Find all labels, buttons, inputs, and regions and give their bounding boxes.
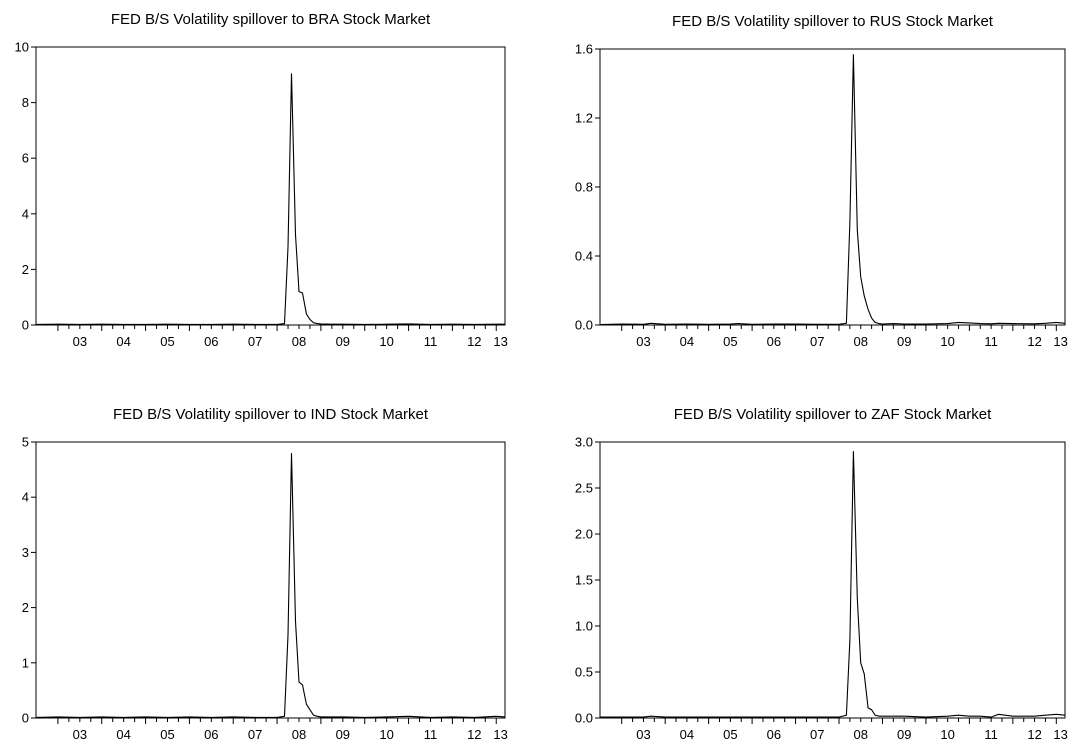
x-tick-label: 05	[160, 727, 174, 742]
x-tick-label: 07	[810, 334, 824, 349]
plot-frame	[35, 441, 506, 719]
chart-title: FED B/S Volatility spillover to BRA Stoc…	[111, 11, 431, 28]
y-tick-label: 0.8	[575, 180, 593, 195]
series-line-zaf	[600, 451, 1066, 718]
x-tick-label: 10	[379, 334, 393, 349]
x-tick-label: 13	[1053, 334, 1067, 349]
x-tick-label: 10	[940, 334, 954, 349]
x-tick-label: 05	[723, 334, 737, 349]
plot-frame	[599, 48, 1066, 326]
y-tick-label: 0	[22, 318, 29, 333]
x-tick-label: 13	[1053, 727, 1067, 742]
plot-frame	[35, 46, 506, 326]
x-tick-label: 05	[723, 727, 737, 742]
chart-title: FED B/S Volatility spillover to ZAF Stoc…	[674, 406, 992, 423]
x-tick-label: 11	[424, 727, 438, 742]
x-tick-label: 03	[73, 727, 87, 742]
y-tick-label: 0.5	[575, 665, 593, 680]
x-tick-label: 04	[116, 334, 130, 349]
x-tick-label: 06	[204, 727, 218, 742]
series-line-bra	[35, 73, 505, 325]
chart-panel-rus: FED B/S Volatility spillover to RUS Stoc…	[575, 13, 1068, 349]
y-tick-label: 1.5	[575, 573, 593, 588]
x-tick-label: 08	[292, 334, 306, 349]
y-tick-label: 0.0	[575, 711, 593, 726]
x-tick-label: 11	[984, 334, 998, 349]
chart-title: FED B/S Volatility spillover to IND Stoc…	[113, 406, 429, 423]
x-tick-label: 07	[248, 334, 262, 349]
y-tick-label: 4	[22, 206, 29, 221]
x-tick-label: 08	[854, 727, 868, 742]
y-tick-label: 0	[22, 711, 29, 726]
y-tick-label: 1	[22, 655, 29, 670]
plot-frame	[599, 441, 1066, 719]
y-tick-label: 3	[22, 545, 29, 560]
y-tick-label: 3.0	[575, 435, 593, 450]
x-tick-label: 13	[493, 727, 507, 742]
x-tick-label: 05	[160, 334, 174, 349]
x-tick-label: 04	[116, 727, 130, 742]
y-tick-label: 0.0	[575, 318, 593, 333]
chart-panel-bra: FED B/S Volatility spillover to BRA Stoc…	[15, 11, 508, 349]
x-tick-label: 04	[680, 727, 694, 742]
x-tick-label: 03	[636, 727, 650, 742]
x-tick-label: 06	[767, 727, 781, 742]
y-tick-label: 6	[22, 151, 29, 166]
x-tick-label: 10	[940, 727, 954, 742]
x-tick-label: 04	[680, 334, 694, 349]
y-tick-label: 2.0	[575, 527, 593, 542]
x-tick-label: 08	[292, 727, 306, 742]
chart-panel-ind: FED B/S Volatility spillover to IND Stoc…	[22, 406, 508, 742]
y-tick-label: 8	[22, 95, 29, 110]
x-tick-label: 03	[73, 334, 87, 349]
y-tick-label: 2	[22, 262, 29, 277]
x-tick-label: 07	[810, 727, 824, 742]
chart-title: FED B/S Volatility spillover to RUS Stoc…	[672, 13, 994, 30]
x-tick-label: 13	[493, 334, 507, 349]
x-tick-label: 10	[379, 727, 393, 742]
x-tick-label: 03	[636, 334, 650, 349]
y-tick-label: 1.0	[575, 619, 593, 634]
x-tick-label: 09	[897, 334, 911, 349]
y-tick-label: 0.4	[575, 249, 593, 264]
x-tick-label: 12	[1027, 334, 1041, 349]
x-tick-label: 09	[336, 334, 350, 349]
x-tick-label: 11	[424, 334, 438, 349]
x-tick-label: 09	[897, 727, 911, 742]
chart-panel-zaf: FED B/S Volatility spillover to ZAF Stoc…	[575, 406, 1068, 742]
x-tick-label: 12	[1027, 727, 1041, 742]
series-line-rus	[599, 54, 1066, 326]
x-tick-label: 08	[854, 334, 868, 349]
y-tick-label: 5	[22, 435, 29, 450]
series-line-ind	[35, 452, 506, 718]
x-tick-label: 07	[248, 727, 262, 742]
y-tick-label: 2.5	[575, 481, 593, 496]
y-tick-label: 1.2	[575, 111, 593, 126]
y-tick-label: 1.6	[575, 42, 593, 57]
x-tick-label: 09	[336, 727, 350, 742]
x-tick-label: 06	[767, 334, 781, 349]
y-tick-label: 10	[15, 40, 29, 55]
x-tick-label: 06	[204, 334, 218, 349]
x-tick-label: 12	[467, 727, 481, 742]
x-tick-label: 11	[984, 727, 998, 742]
x-tick-label: 12	[467, 334, 481, 349]
y-tick-label: 4	[22, 490, 29, 505]
y-tick-label: 2	[22, 600, 29, 615]
